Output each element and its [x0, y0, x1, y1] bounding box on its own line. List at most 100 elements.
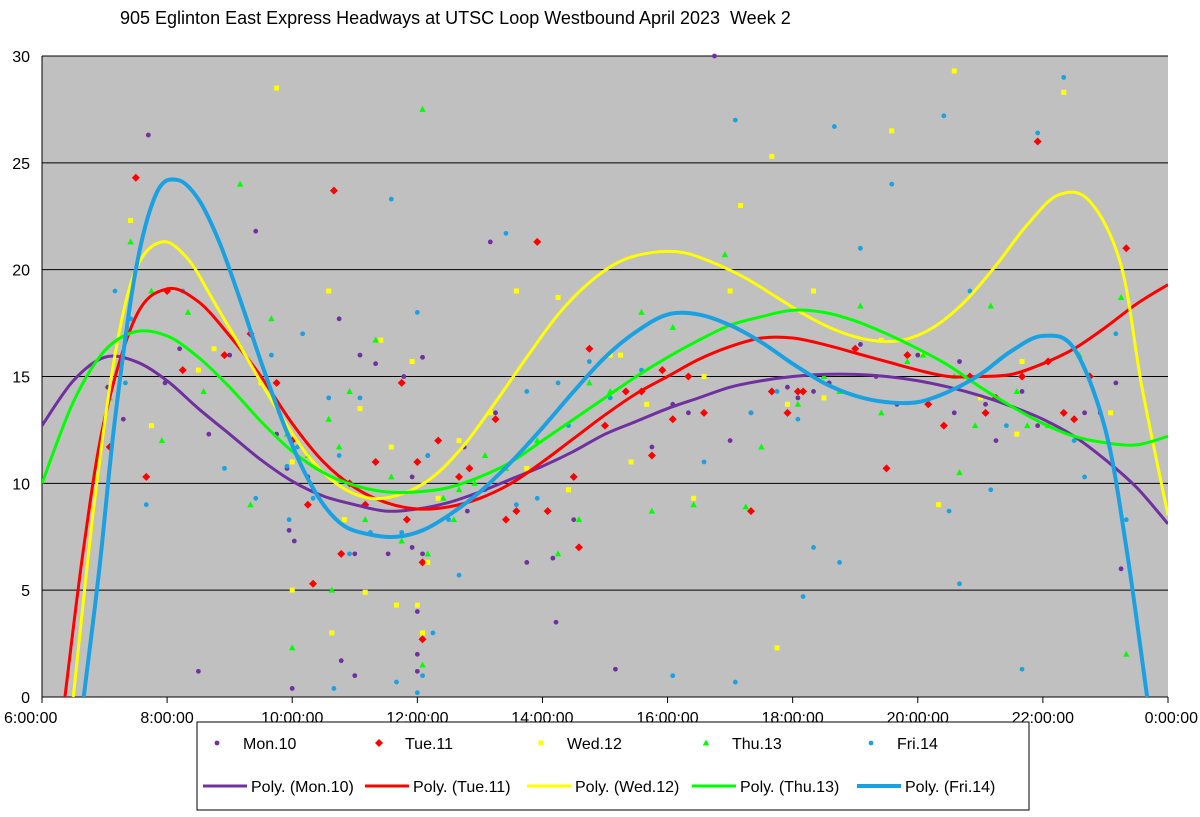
point-mon-10 [785, 384, 790, 390]
point-wed-12 [784, 401, 790, 407]
point-thu-13 [362, 516, 369, 523]
point-fri-14 [555, 380, 561, 386]
point-thu-13 [956, 469, 963, 476]
point-mon-10 [385, 551, 391, 557]
point-thu-13 [878, 409, 885, 416]
point-tue-11 [434, 436, 443, 445]
point-wed-12 [628, 459, 634, 465]
point-mon-10 [145, 132, 151, 138]
point-mon-10 [1118, 566, 1124, 572]
point-wed-12 [211, 346, 217, 352]
point-mon-10 [409, 474, 415, 480]
point-tue-11 [455, 472, 464, 481]
point-thu-13 [721, 251, 729, 258]
point-thu-13 [127, 238, 134, 245]
point-tue-11 [309, 579, 318, 588]
point-thu-13 [904, 358, 911, 365]
point-mon-10 [811, 389, 816, 394]
point-wed-12 [1108, 410, 1114, 416]
point-mon-10 [352, 673, 358, 679]
point-tue-11 [882, 464, 891, 473]
point-tue-11 [569, 472, 578, 481]
point-wed-12 [1061, 89, 1067, 95]
point-thu-13 [575, 516, 583, 523]
point-fri-14 [331, 686, 337, 691]
point-fri-14 [425, 453, 431, 458]
point-fri-14 [732, 679, 738, 685]
y-tick-label: 20 [12, 263, 30, 280]
legend-label-poly-tue-11: Poly. (Tue.11) [413, 779, 511, 796]
y-tick-label: 15 [12, 370, 30, 387]
point-mon-10 [289, 686, 295, 691]
point-wed-12 [513, 288, 519, 294]
point-thu-13 [158, 437, 166, 444]
point-mon-10 [373, 361, 379, 367]
point-mon-10 [1082, 410, 1087, 416]
point-fri-14 [800, 594, 806, 599]
point-mon-10 [401, 374, 407, 379]
point-fri-14 [420, 673, 425, 679]
point-tue-11 [585, 344, 594, 353]
point-wed-12 [701, 374, 707, 379]
point-tue-11 [1018, 372, 1027, 381]
point-fri-14 [748, 410, 754, 416]
point-mon-10 [352, 551, 358, 557]
point-tue-11 [418, 635, 427, 644]
point-tue-11 [981, 408, 990, 417]
point-mon-10 [195, 668, 201, 674]
point-mon-10 [414, 609, 420, 614]
point-thu-13 [335, 443, 343, 450]
point-tue-11 [601, 421, 609, 430]
point-tue-11 [1059, 408, 1068, 417]
legend-label-tue-11: Tue.11 [405, 736, 453, 753]
point-wed-12 [326, 288, 332, 294]
point-tue-11 [1033, 137, 1042, 146]
point-thu-13 [398, 537, 405, 544]
point-mon-10 [414, 668, 420, 674]
point-thu-13 [1013, 387, 1021, 394]
legend-marker-tue-11 [375, 739, 383, 747]
x-tick-label: 6:00:00 [4, 710, 57, 727]
point-thu-13 [471, 479, 478, 486]
point-mon-10 [553, 619, 559, 625]
point-thu-13 [586, 379, 593, 386]
legend-label-thu-13: Thu.13 [732, 736, 782, 753]
point-fri-14 [284, 463, 290, 469]
point-thu-13 [638, 308, 645, 315]
point-mon-10 [524, 559, 530, 565]
point-thu-13 [1123, 650, 1130, 657]
point-wed-12 [420, 630, 426, 636]
legend-label-mon-10: Mon.10 [243, 736, 296, 753]
point-fri-14 [414, 310, 420, 315]
point-tue-11 [272, 378, 281, 387]
point-wed-12 [274, 85, 280, 91]
point-tue-11 [543, 507, 552, 516]
point-tue-11 [658, 366, 667, 375]
point-wed-12 [555, 294, 561, 300]
point-wed-12 [362, 589, 368, 595]
point-thu-13 [1024, 422, 1031, 429]
point-mon-10 [957, 359, 962, 364]
point-fri-14 [388, 196, 394, 202]
point-thu-13 [148, 287, 155, 294]
point-fri-14 [394, 679, 399, 685]
point-tue-11 [1122, 244, 1131, 253]
legend-label-poly-thu-13: Poly. (Thu.13) [740, 779, 839, 796]
point-wed-12 [329, 630, 335, 636]
point-wed-12 [889, 128, 895, 134]
point-fri-14 [670, 673, 676, 679]
point-fri-14 [430, 630, 436, 636]
point-wed-12 [341, 517, 347, 523]
legend-marker-fri-14 [868, 740, 874, 746]
point-wed-12 [774, 645, 780, 651]
point-wed-12 [388, 444, 394, 450]
trendline-poly-thu-13 [42, 308, 1168, 495]
point-fri-14 [310, 495, 316, 501]
point-thu-13 [440, 494, 447, 501]
point-wed-12 [977, 395, 983, 401]
point-thu-13 [184, 308, 192, 315]
point-tue-11 [337, 549, 346, 558]
point-wed-12 [1014, 431, 1020, 437]
x-tick-label: 8:00:00 [140, 710, 193, 727]
point-tue-11 [783, 408, 792, 417]
